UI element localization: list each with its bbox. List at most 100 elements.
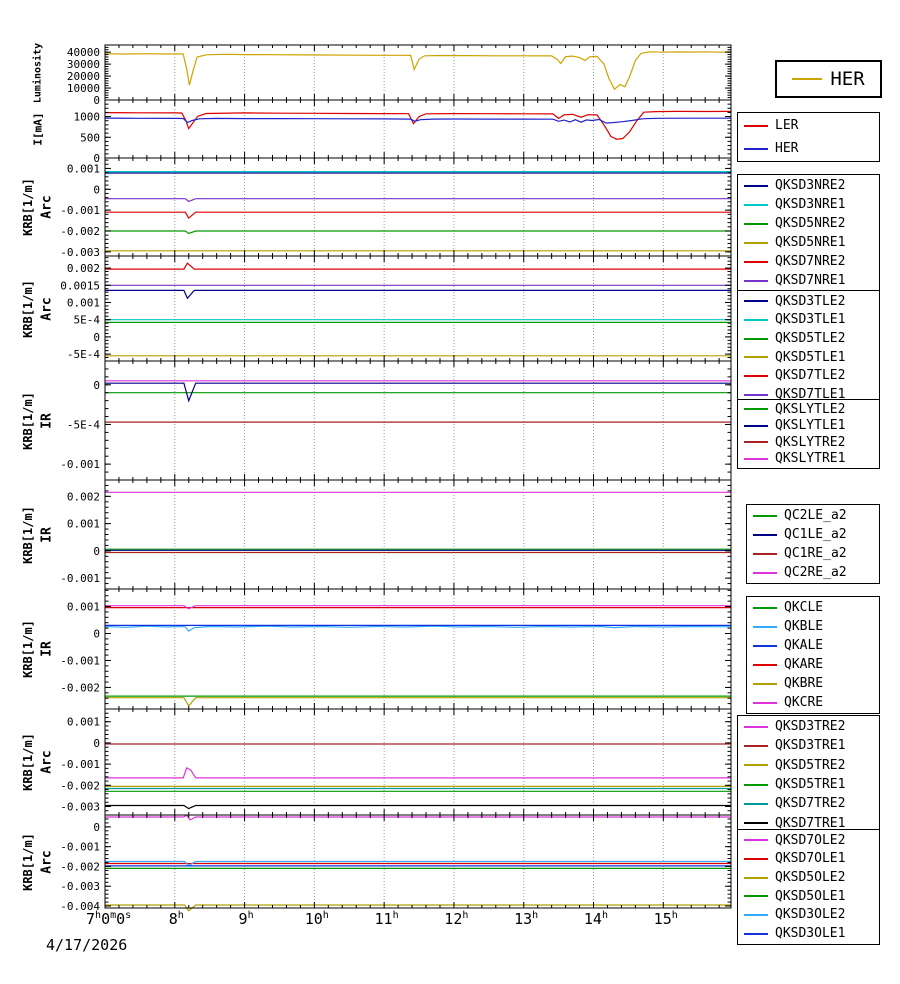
y-tick-label: -5E-4 bbox=[67, 418, 100, 431]
legend-item: HER bbox=[738, 142, 879, 155]
series-LER bbox=[104, 110, 732, 140]
legend-label: HER bbox=[830, 67, 865, 90]
y-axis-title: KRB[1/m] bbox=[21, 733, 35, 791]
legend-swatch-line bbox=[744, 822, 768, 825]
legend-item: QKSD7TRE1 bbox=[738, 817, 879, 830]
series-HER bbox=[104, 51, 732, 91]
y-axis-title: I[mA] bbox=[31, 112, 45, 146]
date-label: 4/17/2026 bbox=[46, 936, 128, 954]
legend-swatch-line bbox=[753, 571, 777, 574]
series-QKSD3TLE2 bbox=[105, 289, 731, 300]
legend-swatch-line bbox=[744, 184, 768, 187]
legend-swatch-line bbox=[744, 913, 768, 916]
legend-box-tle: QKSD3TLE2 QKSD3TLE1 QKSD5TLE2 QKSD5TLE1 QKSD… bbox=[737, 290, 880, 406]
x-axis-label: 10h bbox=[304, 910, 329, 928]
y-tick-label: 20000 bbox=[67, 70, 100, 83]
legend-label: QKSD5OLE1 bbox=[775, 888, 846, 904]
legend-label: QKSD3NRE1 bbox=[775, 197, 846, 212]
legend-label: QKSD7TRE2 bbox=[775, 796, 846, 812]
legend-label: QKSD7NRE2 bbox=[775, 254, 846, 269]
x-axis-label: 9h bbox=[238, 910, 254, 928]
legend-swatch-line bbox=[753, 533, 777, 536]
legend-swatch-line bbox=[744, 356, 768, 359]
legend-box-sly: QKSLYTLE2 QKSLYTLE1 QKSLYTRE2 QKSLYTRE1 bbox=[737, 399, 880, 469]
legend-item: QKSLYTRE2 bbox=[738, 436, 879, 449]
legend-swatch-line bbox=[744, 300, 768, 303]
series-QKBLE bbox=[104, 625, 732, 632]
y-tick-label: 0 bbox=[93, 545, 100, 558]
legend-label: QKSD5NRE1 bbox=[775, 235, 846, 250]
legend-label: QKSD5TRE1 bbox=[775, 777, 846, 793]
legend-item: QKSD3OLE2 bbox=[738, 908, 879, 921]
legend-item: QKSD5TRE2 bbox=[738, 759, 879, 772]
y-tick-label: 0.001 bbox=[67, 716, 100, 729]
panel-frame-beam_current bbox=[104, 99, 732, 159]
y-tick-label: 5E-4 bbox=[74, 314, 101, 327]
y-axis-title: KRB[1/m] bbox=[21, 178, 35, 236]
legend-item: QC1RE_a2 bbox=[747, 547, 879, 560]
legend-item: QKSD7TLE1 bbox=[738, 388, 879, 401]
y-tick-label: -0.001 bbox=[60, 572, 100, 585]
legend-label: QKCRE bbox=[784, 695, 824, 710]
y-tick-label: 0 bbox=[93, 379, 100, 392]
legend-item: LER bbox=[738, 119, 879, 132]
legend-label: QKSD7OLE1 bbox=[775, 851, 846, 867]
y-tick-label: 0.001 bbox=[67, 601, 100, 614]
legend-label: QKSD7TRE1 bbox=[775, 815, 846, 831]
y-axis-title: Arc bbox=[39, 195, 55, 219]
series-HER bbox=[104, 117, 731, 124]
legend-swatch-line bbox=[744, 441, 768, 444]
legend-item: QC2RE_a2 bbox=[747, 566, 879, 579]
legend-label: QC2RE_a2 bbox=[784, 565, 847, 580]
legend-box-ole: QKSD7OLE2 QKSD7OLE1 QKSD5OLE2 QKSD5OLE1 QKSD… bbox=[737, 829, 880, 945]
y-tick-label: 0.001 bbox=[67, 162, 100, 175]
y-tick-label: -0.003 bbox=[60, 801, 100, 814]
legend-label: QC1RE_a2 bbox=[784, 546, 847, 561]
legend-label: QKSD7TLE1 bbox=[775, 387, 846, 403]
x-axis-label: 7h0m0s bbox=[86, 910, 132, 928]
series-QKSD7NRE2 bbox=[105, 211, 731, 220]
panel-frame-luminosity bbox=[104, 44, 732, 101]
legend-item: QKSD5NRE2 bbox=[738, 217, 879, 230]
y-axis-title: IR bbox=[39, 526, 55, 543]
legend-swatch-line bbox=[753, 663, 777, 666]
series-QKSD7TRE1 bbox=[105, 804, 731, 810]
legend-box-current: LER HER bbox=[737, 112, 880, 162]
legend-item: QKSLYTLE2 bbox=[738, 403, 879, 416]
legend-item: QKBLE bbox=[747, 620, 879, 633]
series-QKSLYTLE1 bbox=[105, 382, 731, 403]
y-tick-label: -0.002 bbox=[60, 860, 100, 873]
legend-label: QKSD5TLE2 bbox=[775, 331, 846, 347]
legend-item: QC2LE_a2 bbox=[747, 509, 879, 522]
y-axis-title: KRB[1/m] bbox=[21, 505, 35, 564]
series-QKBRE bbox=[105, 697, 731, 707]
legend-label: LER bbox=[775, 118, 799, 133]
legend-swatch-line bbox=[753, 701, 777, 704]
legend-label: QKBLE bbox=[784, 619, 824, 634]
y-tick-label: -0.002 bbox=[60, 779, 100, 792]
y-tick-label: 0 bbox=[93, 331, 100, 344]
legend-item: QKSLYTLE1 bbox=[738, 419, 879, 432]
y-tick-label: -0.002 bbox=[60, 225, 100, 238]
y-axis-title: IR bbox=[39, 641, 55, 657]
legend-swatch-line bbox=[744, 839, 768, 842]
y-tick-label: -0.001 bbox=[60, 654, 100, 667]
y-tick-label: 0.001 bbox=[67, 518, 100, 531]
legend-item: QKSD5TRE1 bbox=[738, 778, 879, 791]
y-tick-label: 0 bbox=[93, 183, 100, 196]
y-tick-label: 500 bbox=[80, 131, 100, 144]
legend-label: QKSD5NRE2 bbox=[775, 216, 846, 231]
legend-swatch-line bbox=[744, 895, 768, 898]
legend-swatch-line bbox=[753, 606, 777, 609]
legend-item: QKSD3TRE2 bbox=[738, 720, 879, 733]
y-tick-label: 0.001 bbox=[67, 296, 100, 309]
legend-swatch-line bbox=[753, 625, 777, 628]
legend-item: QC1LE_a2 bbox=[747, 528, 879, 541]
y-axis-title: KRB[1/m] bbox=[21, 279, 35, 338]
y-axis-title: IR bbox=[39, 412, 55, 429]
legend-item: QKCLE bbox=[747, 601, 879, 614]
panel-frame-krb_arc_tre bbox=[104, 708, 732, 816]
series-QKCRE bbox=[105, 605, 731, 610]
legend-label: QC1LE_a2 bbox=[784, 527, 847, 542]
